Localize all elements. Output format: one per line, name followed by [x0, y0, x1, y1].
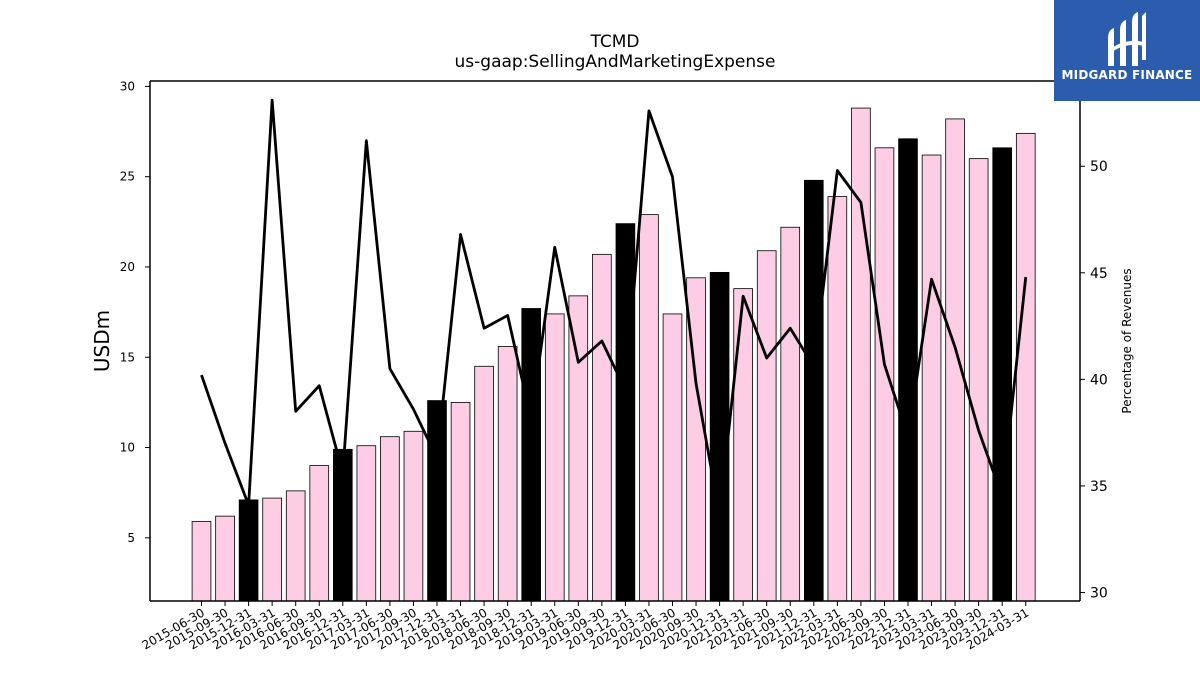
y2-tick-label-35: 35: [1090, 479, 1108, 495]
bar-2024-03-31: [1015, 132, 1036, 602]
bar-2017-12-31: [427, 400, 447, 602]
y2-tick-label-30: 30: [1090, 585, 1108, 601]
bar-2021-06-30: [756, 250, 777, 602]
chart-subtitle: us-gaap:SellingAndMarketingExpense: [454, 52, 776, 72]
bar-2017-03-31: [356, 445, 377, 602]
y-tick-label-15: 15: [120, 350, 135, 364]
bar-2016-03-31: [262, 497, 282, 602]
bar-2015-06-30: [191, 521, 212, 602]
bar-2016-09-30: [309, 465, 330, 602]
bar-2018-12-31: [521, 308, 541, 602]
bar-2020-03-31: [639, 214, 659, 602]
bar-2017-06-30: [380, 436, 400, 602]
bar-2021-09-30: [780, 226, 801, 602]
bar-2021-03-31: [733, 288, 753, 602]
bar-2017-09-30: [403, 430, 424, 602]
y2-axis-label: Percentage of Revenues: [1120, 268, 1134, 413]
bar-2022-03-31: [827, 196, 848, 602]
chart-title: TCMD: [590, 32, 640, 52]
y-tick-label-20: 20: [120, 260, 135, 274]
y-tick-label-30: 30: [120, 79, 135, 93]
bar-2018-09-30: [497, 346, 518, 602]
bar-2015-12-31: [238, 499, 259, 602]
bar-2019-09-30: [592, 253, 612, 602]
bar-2020-06-30: [662, 313, 683, 602]
bar-2019-06-30: [568, 295, 589, 602]
bar-2022-09-30: [874, 147, 895, 602]
bar-2018-03-31: [450, 401, 471, 602]
bar-2016-06-30: [285, 490, 306, 602]
bar-2023-06-30: [945, 118, 965, 602]
brand-logo: MIDGARD FINANCE: [1054, 0, 1200, 101]
midgard-logo-icon: [1108, 12, 1146, 66]
bar-2022-12-31: [898, 138, 918, 602]
y2-tick-label-40: 40: [1090, 372, 1108, 388]
brand-name: MIDGARD FINANCE: [1061, 68, 1193, 82]
bar-2015-09-30: [215, 515, 235, 602]
bar-2019-12-31: [615, 223, 636, 602]
bar-2023-12-31: [992, 147, 1012, 602]
bar-2018-06-30: [474, 365, 494, 602]
y-tick-label-25: 25: [120, 170, 135, 184]
percentage-line: [200, 98, 1028, 518]
bar-2021-12-31: [804, 179, 824, 602]
y2-tick-label-50: 50: [1090, 159, 1108, 175]
y-tick-label-5: 5: [127, 531, 135, 545]
bar-2020-12-31: [709, 271, 730, 602]
y-tick-label-10: 10: [120, 441, 135, 455]
y-axis-label: USDm: [90, 310, 114, 372]
bar-2022-06-30: [851, 107, 871, 602]
y2-tick-label-45: 45: [1090, 266, 1108, 282]
bar-2019-03-31: [544, 313, 565, 602]
bar-2023-03-31: [921, 154, 942, 602]
bar-2023-09-30: [968, 158, 989, 602]
